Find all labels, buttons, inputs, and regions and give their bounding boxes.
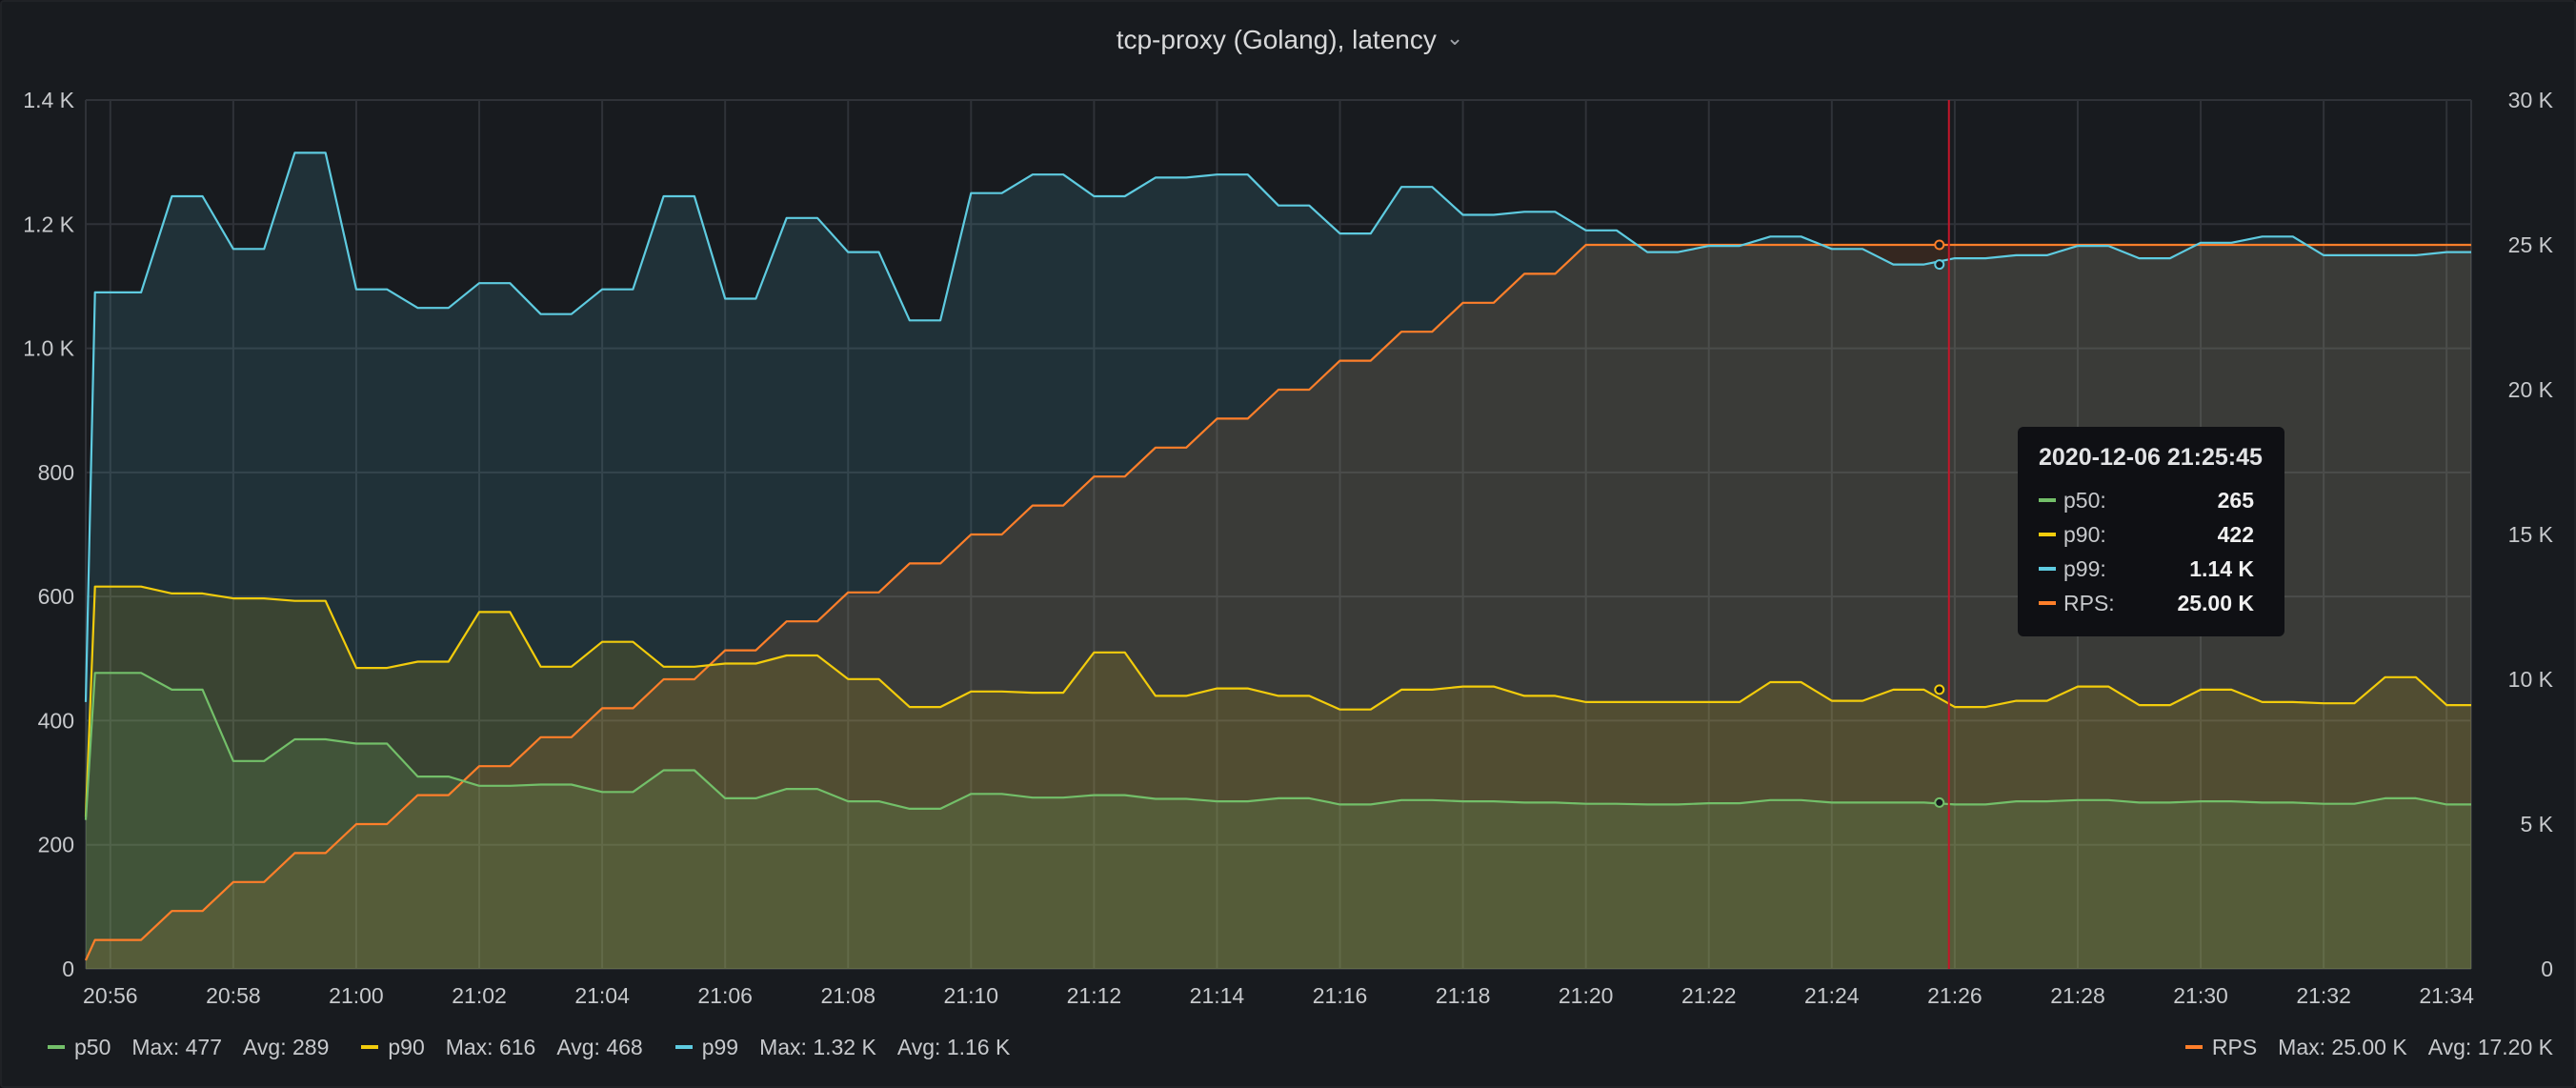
legend-left: p50 Max: 477 Avg: 289 p90 Max: 616 Avg: … bbox=[48, 1030, 1010, 1064]
axes: 0 200 400 600 800 1.0 K 1.2 K 1.4 K 0 5 K 10 K 15 K… bbox=[23, 88, 2553, 1008]
x-tick-label: 21:32 bbox=[2296, 983, 2351, 1008]
tooltip-series-value: 25.00 K bbox=[2177, 590, 2254, 615]
y-left-tick-label: 1.4 K bbox=[23, 88, 74, 112]
y-right-tick-label: 5 K bbox=[2520, 812, 2553, 836]
x-tick-label: 21:22 bbox=[1681, 983, 1737, 1008]
tooltip-series-value: 422 bbox=[2217, 521, 2254, 547]
legend-right: RPS Max: 25.00 K Avg: 17.20 K bbox=[2184, 1030, 2553, 1064]
legend-series-name: p50 bbox=[74, 1034, 111, 1059]
legend-item-p90[interactable]: p90 Max: 616 Avg: 468 bbox=[361, 1034, 643, 1060]
legend-avg: Avg: 468 bbox=[556, 1034, 643, 1059]
x-tick-label: 21:16 bbox=[1313, 983, 1368, 1008]
tooltip-row-p99: p99: 1.14 K bbox=[2039, 552, 2264, 586]
x-tick-label: 21:08 bbox=[820, 983, 875, 1008]
panel-header: tcp-proxy (Golang), latency ⌄ bbox=[2, 2, 2576, 78]
p99-swatch bbox=[2039, 567, 2056, 571]
hover-point-p99 bbox=[1934, 259, 1945, 271]
hover-point-p90 bbox=[1934, 684, 1945, 695]
x-tick-label: 21:26 bbox=[1927, 983, 1982, 1008]
hover-point-p50 bbox=[1934, 796, 1945, 808]
x-tick-label: 20:56 bbox=[83, 983, 138, 1008]
panel-title: tcp-proxy (Golang), latency bbox=[1116, 25, 1437, 54]
hover-crosshair bbox=[1934, 100, 1950, 969]
p99-swatch bbox=[674, 1045, 693, 1049]
chevron-down-icon[interactable]: ⌄ bbox=[1445, 26, 1464, 50]
legend-item-p50[interactable]: p50 Max: 477 Avg: 289 bbox=[48, 1035, 329, 1060]
series-lines bbox=[84, 151, 2471, 961]
x-tick-label: 21:00 bbox=[329, 983, 384, 1008]
series-area-p90 bbox=[86, 586, 2471, 969]
hover-point-rps bbox=[1934, 239, 1945, 251]
legend-max: Max: 1.32 K bbox=[759, 1034, 876, 1059]
x-tick-label: 21:10 bbox=[944, 983, 999, 1008]
series-line-p50 bbox=[84, 672, 2471, 820]
rps-swatch bbox=[2184, 1045, 2203, 1049]
y-right-tick-label: 30 K bbox=[2508, 88, 2554, 112]
legend-avg: Avg: 17.20 K bbox=[2427, 1034, 2553, 1059]
rps-swatch bbox=[2039, 601, 2056, 605]
p50-swatch bbox=[48, 1045, 65, 1049]
legend-item-p99[interactable]: p99 Max: 1.32 K Avg: 1.16 K bbox=[674, 1034, 1011, 1060]
x-tick-label: 21:06 bbox=[697, 983, 753, 1008]
p90-swatch bbox=[2039, 533, 2056, 536]
tooltip-series-name: RPS: bbox=[2063, 590, 2115, 615]
tooltip-row-p90: p90: 422 bbox=[2039, 517, 2264, 552]
grid bbox=[85, 99, 2472, 970]
x-tick-label: 21:02 bbox=[452, 983, 507, 1008]
y-right-tick-label: 10 K bbox=[2508, 667, 2554, 692]
x-tick-label: 21:20 bbox=[1559, 983, 1614, 1008]
x-tick-label: 21:24 bbox=[1804, 983, 1860, 1008]
series-area-p50 bbox=[86, 673, 2471, 969]
series-fills bbox=[86, 152, 2471, 969]
series-area-p99 bbox=[86, 152, 2471, 969]
series-line-p99 bbox=[84, 151, 2471, 702]
legend-series-name: RPS bbox=[2211, 1034, 2258, 1059]
legend-max: Max: 25.00 K bbox=[2278, 1034, 2407, 1059]
legend-series-name: p90 bbox=[388, 1034, 425, 1059]
tooltip-series-name: p50: bbox=[2063, 487, 2106, 513]
x-tick-label: 21:34 bbox=[2419, 983, 2474, 1008]
tooltip: 2020-12-06 21:25:45 p50: 265 p90: 422 p9… bbox=[2018, 427, 2284, 636]
latency-chart[interactable]: 0 200 400 600 800 1.0 K 1.2 K 1.4 K 0 5 K 10 K 15 K… bbox=[2, 2, 2576, 1021]
tooltip-series-name: p99: bbox=[2063, 555, 2106, 581]
x-tick-label: 21:30 bbox=[2173, 983, 2228, 1008]
x-tick-label: 21:18 bbox=[1436, 983, 1491, 1008]
legend-max: Max: 616 bbox=[445, 1034, 536, 1059]
y-left-tick-label: 600 bbox=[38, 584, 74, 609]
y-left-tick-label: 200 bbox=[38, 833, 74, 857]
y-right-tick-label: 15 K bbox=[2508, 522, 2554, 547]
x-tick-label: 20:58 bbox=[206, 983, 261, 1008]
series-area-rps bbox=[86, 245, 2471, 969]
y-left-tick-label: 1.0 K bbox=[23, 336, 74, 361]
y-right-tick-label: 20 K bbox=[2508, 377, 2554, 402]
y-right-tick-label: 0 bbox=[2541, 957, 2553, 981]
tooltip-time: 2020-12-06 21:25:45 bbox=[2039, 444, 2263, 471]
series-line-rps bbox=[84, 243, 2471, 961]
x-tick-label: 21:28 bbox=[2050, 983, 2105, 1008]
tooltip-row-p50: p50: 265 bbox=[2039, 483, 2264, 517]
y-left-tick-label: 800 bbox=[38, 460, 74, 485]
y-left-tick-label: 0 bbox=[62, 957, 74, 981]
y-left-tick-label: 1.2 K bbox=[23, 212, 74, 236]
x-tick-label: 21:04 bbox=[574, 983, 630, 1008]
series-line-p90 bbox=[84, 585, 2471, 817]
p90-swatch bbox=[361, 1045, 379, 1049]
legend-item-rps[interactable]: RPS Max: 25.00 K Avg: 17.20 K bbox=[2184, 1034, 2553, 1060]
tooltip-series-name: p90: bbox=[2063, 521, 2106, 547]
y-right-tick-label: 25 K bbox=[2508, 232, 2554, 257]
legend-series-name: p99 bbox=[701, 1034, 739, 1059]
panel-title-button[interactable]: tcp-proxy (Golang), latency ⌄ bbox=[1117, 25, 1464, 55]
y-left-tick-label: 400 bbox=[38, 708, 74, 733]
tooltip-series-value: 265 bbox=[2217, 487, 2254, 513]
x-tick-label: 21:14 bbox=[1190, 983, 1245, 1008]
tooltip-series-value: 1.14 K bbox=[2189, 555, 2254, 581]
legend-avg: Avg: 289 bbox=[242, 1034, 330, 1059]
tooltip-row-rps: RPS: 25.00 K bbox=[2039, 586, 2264, 620]
x-tick-label: 21:12 bbox=[1067, 983, 1122, 1008]
legend-avg: Avg: 1.16 K bbox=[896, 1034, 1011, 1059]
p50-swatch bbox=[2039, 498, 2056, 502]
legend-max: Max: 477 bbox=[131, 1034, 222, 1059]
